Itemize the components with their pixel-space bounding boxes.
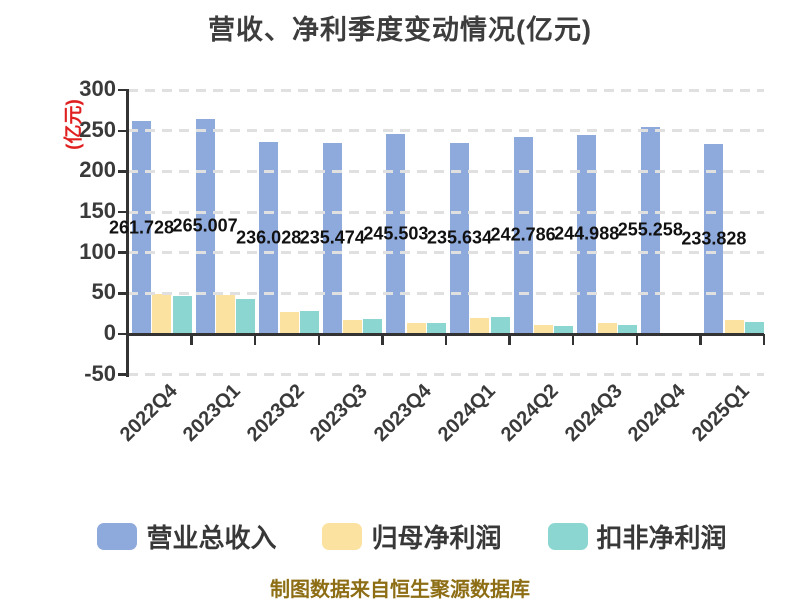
- bar-net-profit-2022Q4: [152, 293, 172, 334]
- x-axis-category-label: 2024Q2: [497, 380, 563, 446]
- x-axis-category-label: 2025Q1: [687, 380, 754, 446]
- y-tick-mark: [118, 251, 127, 254]
- x-axis-tick: [635, 334, 639, 345]
- bar-total-revenue-2022Q4: [132, 121, 151, 334]
- x-axis-category-label: 2023Q2: [242, 380, 309, 446]
- y-tick-label: 250: [79, 116, 116, 142]
- gridline-100: [128, 251, 764, 255]
- bar-value-label: 261.728: [108, 217, 175, 238]
- gridline--50: [128, 373, 764, 377]
- y-axis-line: [126, 89, 129, 377]
- legend-item-total-revenue: 营业总收入: [97, 518, 276, 555]
- y-tick-mark: [118, 210, 127, 214]
- y-tick-label: 0: [103, 320, 116, 345]
- y-tick-mark: [118, 332, 127, 336]
- x-axis-tick: [444, 334, 448, 345]
- bar-deducted-net-profit-2024Q3: [617, 324, 637, 334]
- legend-label-total-revenue: 营业总收入: [146, 523, 277, 553]
- x-axis-tick: [190, 334, 193, 345]
- x-axis-category-label: 2023Q1: [179, 380, 245, 446]
- y-tick-mark: [118, 292, 127, 295]
- x-axis-tick: [126, 334, 130, 345]
- data-source-note: 制图数据来自恒生聚源数据库: [270, 579, 530, 600]
- y-tick-mark: [118, 129, 127, 133]
- y-tick-label: 300: [79, 76, 116, 102]
- bar-value-label: 235.474: [299, 227, 365, 248]
- bar-total-revenue-2024Q1: [450, 142, 469, 334]
- legend-swatch-net-profit: [322, 523, 363, 550]
- x-axis-tick: [571, 334, 575, 345]
- bar-net-profit-2025Q1: [724, 320, 744, 334]
- legend-swatch-deducted-net-profit: [547, 523, 588, 550]
- x-axis-category-label: 2022Q4: [115, 380, 182, 446]
- x-axis-tick: [699, 334, 702, 345]
- gridline-300: [128, 88, 764, 92]
- bar-deducted-net-profit-2023Q1: [236, 298, 256, 334]
- legend-label-deducted-net-profit: 扣非净利润: [596, 523, 727, 553]
- bar-deducted-net-profit-2025Q1: [745, 322, 764, 334]
- bar-total-revenue-2024Q3: [577, 134, 597, 334]
- bar-total-revenue-2023Q3: [322, 142, 342, 334]
- y-tick-label: 200: [79, 157, 116, 183]
- x-axis-tick: [508, 334, 511, 345]
- x-axis-tick: [381, 334, 384, 345]
- gridline-250: [128, 129, 764, 133]
- x-axis-category-label: 2024Q1: [433, 380, 500, 446]
- bar-total-revenue-2024Q4: [640, 126, 660, 334]
- y-tick-mark: [118, 373, 127, 376]
- gridline-50: [128, 291, 764, 295]
- y-tick-mark: [118, 170, 127, 173]
- x-axis-category-label: 2023Q4: [369, 380, 436, 446]
- y-tick-label: 100: [79, 238, 116, 264]
- legend-swatch-total-revenue: [97, 523, 138, 550]
- bar-net-profit-2023Q1: [215, 294, 235, 334]
- bar-value-label: 236.028: [236, 227, 302, 248]
- bar-net-profit-2023Q2: [279, 311, 299, 334]
- x-axis-category-label: 2024Q3: [560, 380, 627, 446]
- bar-value-label: 245.503: [363, 223, 429, 244]
- x-axis-tick: [762, 334, 766, 345]
- bar-value-label: 235.634: [426, 227, 493, 248]
- y-tick-label: 50: [91, 279, 116, 305]
- x-axis-tick: [253, 334, 257, 345]
- legend-label-net-profit: 归母净利润: [371, 523, 502, 553]
- bar-total-revenue-2023Q4: [386, 134, 406, 334]
- legend-item-deducted-net-profit: 扣非净利润: [547, 518, 727, 555]
- x-axis-category-label: 2024Q4: [624, 380, 691, 446]
- bar-deducted-net-profit-2023Q3: [363, 318, 383, 334]
- bar-net-profit-2024Q3: [597, 322, 617, 334]
- y-tick-label: 150: [79, 198, 116, 224]
- bar-total-revenue-2025Q1: [704, 143, 724, 334]
- bar-total-revenue-2024Q2: [513, 136, 533, 334]
- bar-value-label: 244.988: [554, 223, 620, 244]
- bar-net-profit-2023Q4: [406, 322, 426, 334]
- bar-deducted-net-profit-2022Q4: [172, 295, 192, 334]
- bar-deducted-net-profit-2023Q2: [299, 311, 319, 334]
- bar-value-label: 233.828: [681, 228, 747, 249]
- x-axis-category-label: 2023Q3: [306, 380, 373, 446]
- bar-total-revenue-2023Q2: [259, 142, 279, 334]
- legend-item-net-profit: 归母净利润: [322, 518, 502, 555]
- x-axis-tick: [317, 334, 321, 345]
- bar-net-profit-2024Q2: [533, 325, 553, 334]
- bar-net-profit-2023Q3: [343, 319, 363, 334]
- chart-title: 营收、净利季度变动情况(亿元): [208, 15, 592, 45]
- y-tick-label: -50: [84, 360, 116, 386]
- legend: 营业总收入 归母净利润 扣非净利润: [12, 518, 800, 555]
- bar-deducted-net-profit-2024Q1: [490, 317, 510, 334]
- gridline-150: [128, 210, 764, 214]
- plot-area: 300 250 200 150 100 50 0 -50 261.728 265.007 236.0…: [79, 76, 766, 446]
- bar-net-profit-2024Q1: [470, 317, 490, 334]
- bar-deducted-net-profit-2024Q2: [554, 325, 574, 334]
- y-tick-mark: [118, 88, 127, 92]
- gridline-200: [128, 169, 764, 173]
- bar-value-label: 265.007: [172, 215, 238, 236]
- bar-value-label: 255.258: [617, 219, 683, 240]
- bar-deducted-net-profit-2023Q4: [427, 322, 446, 334]
- bar-value-label: 242.786: [490, 224, 556, 245]
